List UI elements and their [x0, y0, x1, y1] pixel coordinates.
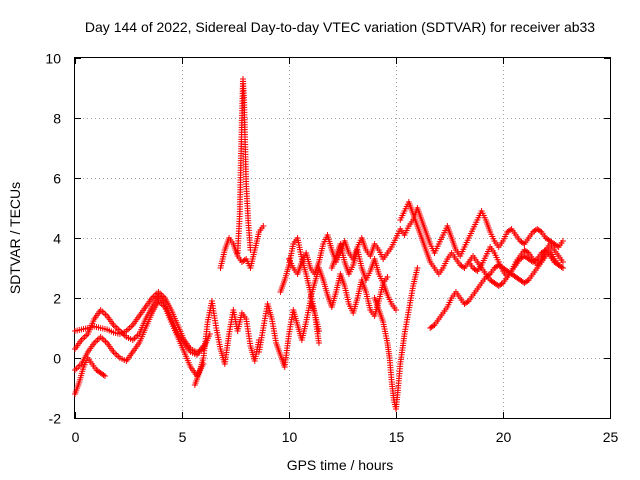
plot-frame: [74, 57, 611, 419]
data-point: [559, 238, 566, 244]
x-axis-label: GPS time / hours: [287, 457, 394, 473]
x-tick-label: 15: [389, 429, 405, 445]
data-point: [558, 264, 565, 270]
series-trace-4: [72, 355, 108, 397]
data-point: [464, 299, 471, 305]
data-point: [559, 259, 566, 265]
data-point: [393, 307, 399, 313]
data-point: [485, 272, 492, 278]
data-point: [315, 340, 322, 346]
x-tick-label: 5: [179, 429, 187, 445]
data-point: [101, 373, 108, 379]
series-spike: [234, 76, 254, 256]
series-trace-6: [217, 223, 267, 271]
data-point: [537, 228, 544, 234]
data-point: [498, 281, 505, 287]
y-tick-label: 6: [53, 171, 61, 187]
x-tick-label: 25: [603, 429, 619, 445]
data-point: [247, 247, 254, 253]
data-point: [260, 223, 267, 229]
data-point: [524, 278, 531, 284]
chart-title: Day 144 of 2022, Sidereal Day-to-day VTE…: [85, 19, 595, 35]
y-tick-label: 4: [53, 231, 61, 247]
data-point: [559, 265, 566, 271]
series-trace-5: [191, 298, 263, 388]
y-tick-label: 8: [53, 111, 61, 127]
data-point: [430, 323, 437, 329]
data-point: [554, 243, 561, 249]
series-trace-12: [371, 265, 421, 412]
series-trace-11: [328, 241, 391, 286]
series-trace-15: [465, 241, 566, 280]
series-trace-3: [72, 298, 207, 379]
data-point: [460, 264, 467, 270]
y-tick-label: 2: [53, 291, 61, 307]
data-point: [524, 249, 531, 255]
data-point: [507, 227, 514, 233]
x-tick-label: 20: [496, 429, 512, 445]
data-point: [100, 372, 107, 378]
series-trace-9: [286, 205, 566, 277]
y-axis-label: SDTVAR / TECUs: [7, 182, 23, 294]
data-point: [472, 267, 479, 273]
x-tick-label: 10: [282, 429, 298, 445]
series-trace-8: [277, 235, 322, 346]
data-point: [384, 274, 391, 280]
series-trace-10: [307, 265, 399, 319]
data-point: [414, 265, 421, 271]
data-point: [519, 240, 526, 246]
y-tick-label: -2: [49, 411, 62, 427]
y-tick-label: 0: [53, 351, 61, 367]
y-tick-labels: -2 0 2 4 6 8 10: [45, 51, 61, 427]
axis-ticks: [75, 58, 611, 419]
x-tick-label: 0: [72, 429, 80, 445]
x-tick-labels: 0 5 10 15 20 25: [72, 429, 619, 445]
y-tick-label: 10: [45, 51, 61, 67]
data-points: [72, 76, 566, 412]
